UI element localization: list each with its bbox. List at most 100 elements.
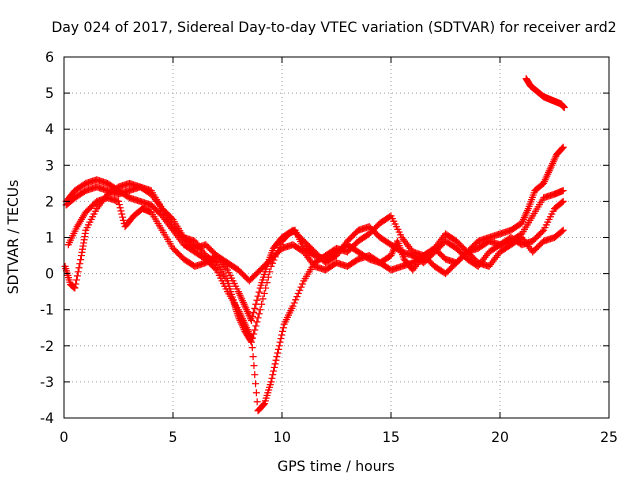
data-point bbox=[254, 292, 262, 300]
data-points bbox=[61, 75, 568, 415]
data-point bbox=[252, 389, 260, 397]
series-track-5 bbox=[522, 75, 568, 112]
data-point bbox=[254, 314, 262, 322]
y-tick-label: 4 bbox=[45, 122, 54, 138]
y-tick-label: 2 bbox=[45, 194, 54, 210]
data-point bbox=[559, 187, 567, 195]
data-point bbox=[294, 289, 302, 297]
y-tick-label: -4 bbox=[40, 411, 54, 427]
data-point bbox=[538, 228, 546, 236]
data-point bbox=[260, 400, 268, 408]
chart-title: Day 024 of 2017, Sidereal Day-to-day VTE… bbox=[51, 20, 616, 36]
data-point bbox=[293, 293, 301, 301]
data-point bbox=[116, 204, 124, 212]
data-point bbox=[250, 362, 258, 370]
data-point bbox=[271, 360, 279, 368]
x-tick-label: 10 bbox=[273, 430, 291, 446]
data-point bbox=[247, 335, 255, 343]
data-point bbox=[268, 374, 276, 382]
y-tick-label: 5 bbox=[45, 86, 54, 102]
data-point bbox=[275, 342, 283, 350]
data-point bbox=[292, 296, 300, 304]
y-tick-label: -3 bbox=[40, 375, 54, 391]
data-point bbox=[559, 226, 567, 234]
series-track-4 bbox=[64, 194, 567, 285]
y-tick-label: 1 bbox=[45, 231, 54, 247]
data-point bbox=[559, 143, 567, 151]
data-point bbox=[279, 327, 287, 335]
data-point bbox=[558, 144, 566, 152]
y-tick-label: 3 bbox=[45, 158, 54, 174]
x-tick-label: 20 bbox=[491, 430, 509, 446]
data-point bbox=[251, 326, 259, 334]
data-point bbox=[270, 363, 278, 371]
grid bbox=[64, 57, 609, 418]
x-tick-label: 5 bbox=[169, 430, 178, 446]
data-point bbox=[115, 197, 122, 205]
data-point bbox=[558, 198, 566, 206]
data-point bbox=[73, 276, 81, 284]
y-tick-label: 0 bbox=[45, 267, 54, 283]
data-point bbox=[252, 380, 260, 388]
data-point bbox=[251, 304, 259, 312]
data-point bbox=[276, 338, 284, 346]
data-point bbox=[269, 371, 277, 379]
data-point bbox=[77, 256, 85, 264]
data-point bbox=[270, 367, 278, 375]
data-point bbox=[560, 104, 568, 112]
y-axis-label: SDTVAR / TECUs bbox=[6, 180, 22, 295]
data-point bbox=[267, 378, 275, 386]
data-point bbox=[73, 272, 81, 280]
y-tick-label: -1 bbox=[40, 303, 54, 319]
data-point bbox=[253, 398, 261, 406]
data-point bbox=[71, 284, 79, 292]
axis-ticks: 0 5 10 15 20 25 -4 -3 -2 -1 0 1 2 3 4 5 6 bbox=[40, 50, 618, 446]
data-point bbox=[274, 349, 282, 357]
x-tick-label: 25 bbox=[600, 430, 618, 446]
y-tick-label: -2 bbox=[40, 339, 54, 355]
data-point bbox=[119, 216, 127, 224]
y-tick-label: 6 bbox=[45, 50, 54, 66]
data-point bbox=[76, 260, 84, 268]
data-point bbox=[274, 345, 282, 353]
data-point bbox=[290, 299, 298, 307]
data-point bbox=[259, 295, 267, 303]
data-point bbox=[278, 331, 286, 339]
data-point bbox=[249, 312, 257, 320]
data-point bbox=[251, 371, 259, 379]
data-point bbox=[117, 207, 125, 215]
data-point bbox=[559, 197, 567, 205]
data-point bbox=[247, 317, 255, 325]
data-point bbox=[115, 201, 123, 209]
data-point bbox=[298, 280, 306, 288]
data-point bbox=[558, 227, 566, 235]
data-point bbox=[248, 344, 256, 352]
data-point bbox=[272, 356, 280, 364]
data-point bbox=[72, 280, 80, 288]
x-tick-label: 0 bbox=[60, 430, 69, 446]
data-point bbox=[260, 289, 268, 297]
data-point bbox=[277, 335, 285, 343]
data-point bbox=[296, 286, 304, 294]
data-point bbox=[211, 265, 219, 273]
data-point bbox=[253, 318, 261, 326]
data-point bbox=[74, 268, 82, 276]
data-point bbox=[75, 264, 83, 272]
data-point bbox=[273, 353, 281, 361]
x-axis-label: GPS time / hours bbox=[277, 459, 394, 475]
x-tick-label: 15 bbox=[382, 430, 400, 446]
data-point bbox=[249, 353, 257, 361]
series-track-3 bbox=[62, 183, 567, 325]
data-point bbox=[252, 322, 260, 330]
data-point bbox=[279, 324, 287, 332]
data-point bbox=[255, 288, 263, 296]
data-point bbox=[252, 300, 260, 308]
data-point bbox=[297, 283, 305, 291]
data-point bbox=[118, 210, 126, 218]
data-point bbox=[250, 308, 258, 316]
data-point bbox=[253, 296, 261, 304]
data-point bbox=[289, 302, 297, 310]
data-point bbox=[119, 213, 127, 221]
data-point bbox=[256, 306, 264, 314]
